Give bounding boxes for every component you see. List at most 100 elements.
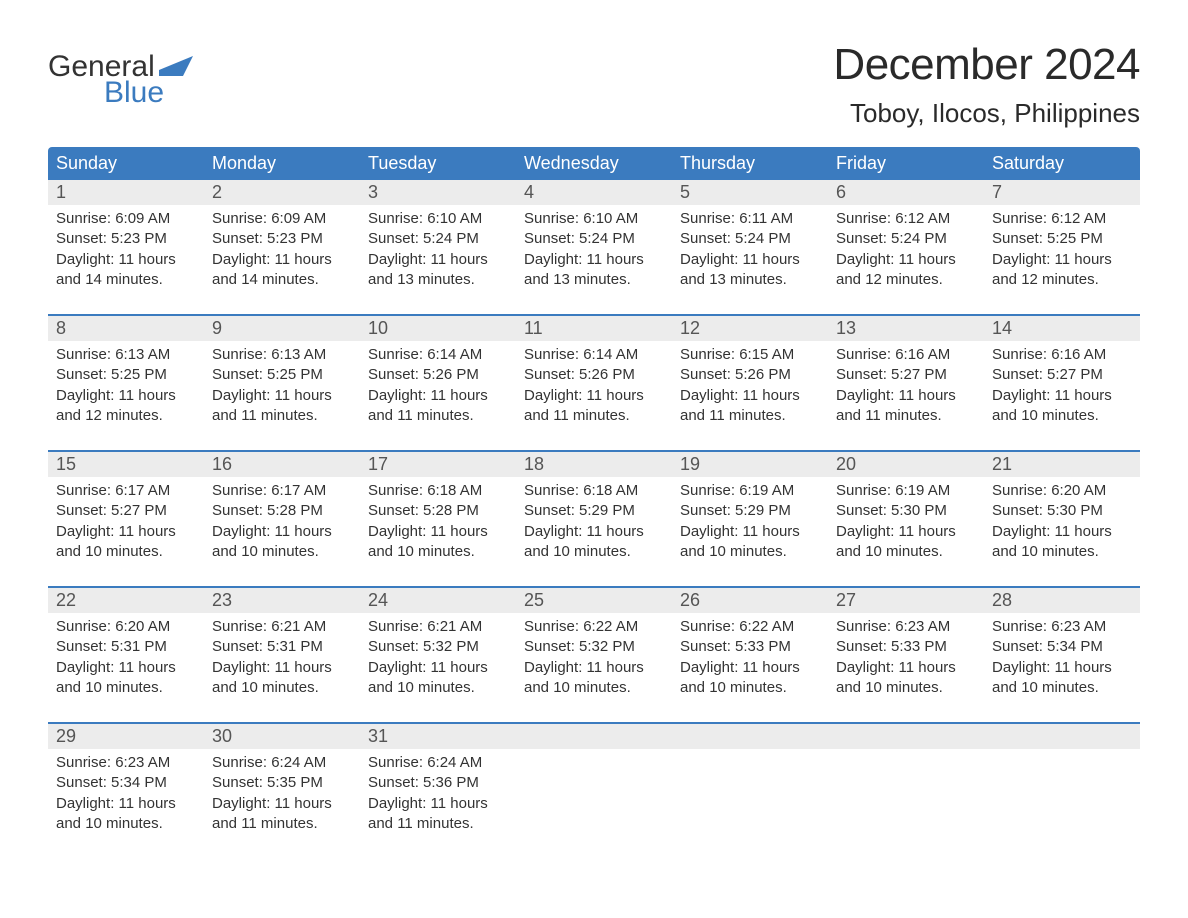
day-detail-line: and 10 minutes.	[212, 678, 352, 698]
day-detail-line: Sunrise: 6:24 AM	[212, 753, 352, 773]
day-details: Sunrise: 6:17 AMSunset: 5:27 PMDaylight:…	[48, 477, 204, 568]
day-detail-line: Sunset: 5:31 PM	[56, 637, 196, 657]
day-number: 27	[828, 588, 984, 613]
day-detail-line: Sunrise: 6:18 AM	[368, 481, 508, 501]
day-details: Sunrise: 6:20 AMSunset: 5:30 PMDaylight:…	[984, 477, 1140, 568]
day-detail-line: Sunrise: 6:16 AM	[992, 345, 1132, 365]
week-row: 1Sunrise: 6:09 AMSunset: 5:23 PMDaylight…	[48, 180, 1140, 296]
day-detail-line: Sunrise: 6:21 AM	[212, 617, 352, 637]
day-detail-line: Sunset: 5:27 PM	[56, 501, 196, 521]
day-details: Sunrise: 6:24 AMSunset: 5:36 PMDaylight:…	[360, 749, 516, 840]
day-detail-line: Sunrise: 6:14 AM	[368, 345, 508, 365]
day-details: Sunrise: 6:16 AMSunset: 5:27 PMDaylight:…	[828, 341, 984, 432]
day-number: .	[672, 724, 828, 749]
day-cell: 14Sunrise: 6:16 AMSunset: 5:27 PMDayligh…	[984, 316, 1140, 432]
day-detail-line: Sunrise: 6:22 AM	[524, 617, 664, 637]
day-detail-line: Sunset: 5:27 PM	[992, 365, 1132, 385]
day-number: 6	[828, 180, 984, 205]
day-details: Sunrise: 6:10 AMSunset: 5:24 PMDaylight:…	[360, 205, 516, 296]
day-detail-line: Sunset: 5:35 PM	[212, 773, 352, 793]
day-cell: 10Sunrise: 6:14 AMSunset: 5:26 PMDayligh…	[360, 316, 516, 432]
day-details: Sunrise: 6:09 AMSunset: 5:23 PMDaylight:…	[204, 205, 360, 296]
day-details: Sunrise: 6:10 AMSunset: 5:24 PMDaylight:…	[516, 205, 672, 296]
day-detail-line: Daylight: 11 hours	[680, 386, 820, 406]
day-cell: 20Sunrise: 6:19 AMSunset: 5:30 PMDayligh…	[828, 452, 984, 568]
day-details: Sunrise: 6:13 AMSunset: 5:25 PMDaylight:…	[204, 341, 360, 432]
day-detail-line: Daylight: 11 hours	[212, 386, 352, 406]
day-cell: 4Sunrise: 6:10 AMSunset: 5:24 PMDaylight…	[516, 180, 672, 296]
day-number: 26	[672, 588, 828, 613]
day-number: 23	[204, 588, 360, 613]
day-number: 17	[360, 452, 516, 477]
day-detail-line: Sunrise: 6:21 AM	[368, 617, 508, 637]
day-number: 19	[672, 452, 828, 477]
day-details: Sunrise: 6:15 AMSunset: 5:26 PMDaylight:…	[672, 341, 828, 432]
day-number: 22	[48, 588, 204, 613]
week-row: 15Sunrise: 6:17 AMSunset: 5:27 PMDayligh…	[48, 450, 1140, 568]
day-detail-line: Sunrise: 6:12 AM	[992, 209, 1132, 229]
day-detail-line: Sunrise: 6:19 AM	[836, 481, 976, 501]
day-detail-line: and 14 minutes.	[56, 270, 196, 290]
weekday-header: Friday	[828, 147, 984, 180]
day-detail-line: Daylight: 11 hours	[836, 658, 976, 678]
day-detail-line: Sunrise: 6:20 AM	[56, 617, 196, 637]
day-detail-line: Sunset: 5:28 PM	[368, 501, 508, 521]
day-detail-line: and 10 minutes.	[212, 542, 352, 562]
day-detail-line: Sunrise: 6:23 AM	[836, 617, 976, 637]
day-number: 29	[48, 724, 204, 749]
day-cell: 11Sunrise: 6:14 AMSunset: 5:26 PMDayligh…	[516, 316, 672, 432]
day-detail-line: and 10 minutes.	[524, 542, 664, 562]
day-detail-line: and 10 minutes.	[368, 542, 508, 562]
day-cell: 3Sunrise: 6:10 AMSunset: 5:24 PMDaylight…	[360, 180, 516, 296]
weekday-header: Sunday	[48, 147, 204, 180]
day-detail-line: Daylight: 11 hours	[368, 386, 508, 406]
day-detail-line: Daylight: 11 hours	[524, 250, 664, 270]
day-details: Sunrise: 6:12 AMSunset: 5:25 PMDaylight:…	[984, 205, 1140, 296]
day-detail-line: Sunset: 5:25 PM	[992, 229, 1132, 249]
day-detail-line: and 10 minutes.	[56, 678, 196, 698]
brand-logo: General Blue	[48, 52, 193, 108]
day-detail-line: and 10 minutes.	[680, 542, 820, 562]
day-detail-line: Sunset: 5:36 PM	[368, 773, 508, 793]
day-details: Sunrise: 6:14 AMSunset: 5:26 PMDaylight:…	[360, 341, 516, 432]
day-cell: 18Sunrise: 6:18 AMSunset: 5:29 PMDayligh…	[516, 452, 672, 568]
day-number: 18	[516, 452, 672, 477]
day-number: .	[516, 724, 672, 749]
day-number: 10	[360, 316, 516, 341]
day-detail-line: Daylight: 11 hours	[368, 522, 508, 542]
day-detail-line: Daylight: 11 hours	[836, 386, 976, 406]
day-number: 5	[672, 180, 828, 205]
day-detail-line: Sunrise: 6:13 AM	[56, 345, 196, 365]
day-detail-line: and 10 minutes.	[680, 678, 820, 698]
day-cell: 28Sunrise: 6:23 AMSunset: 5:34 PMDayligh…	[984, 588, 1140, 704]
day-detail-line: Sunrise: 6:09 AM	[56, 209, 196, 229]
day-detail-line: Sunrise: 6:09 AM	[212, 209, 352, 229]
title-block: December 2024 Toboy, Ilocos, Philippines	[833, 40, 1140, 129]
day-detail-line: Sunrise: 6:17 AM	[212, 481, 352, 501]
day-cell: 27Sunrise: 6:23 AMSunset: 5:33 PMDayligh…	[828, 588, 984, 704]
day-detail-line: and 11 minutes.	[212, 406, 352, 426]
weekday-header-row: Sunday Monday Tuesday Wednesday Thursday…	[48, 147, 1140, 180]
day-detail-line: and 12 minutes.	[836, 270, 976, 290]
day-detail-line: Daylight: 11 hours	[212, 522, 352, 542]
day-detail-line: Sunset: 5:23 PM	[56, 229, 196, 249]
day-cell: 15Sunrise: 6:17 AMSunset: 5:27 PMDayligh…	[48, 452, 204, 568]
day-detail-line: Sunset: 5:33 PM	[680, 637, 820, 657]
day-detail-line: Daylight: 11 hours	[56, 386, 196, 406]
day-detail-line: Daylight: 11 hours	[56, 794, 196, 814]
day-details: Sunrise: 6:19 AMSunset: 5:30 PMDaylight:…	[828, 477, 984, 568]
week-row: 22 Sunrise: 6:20 AMSunset: 5:31 PM Dayligh…	[48, 586, 1140, 704]
day-detail-line: Sunset: 5:24 PM	[680, 229, 820, 249]
day-number: 8	[48, 316, 204, 341]
day-detail-line: Sunrise: 6:11 AM	[680, 209, 820, 229]
day-cell: 2Sunrise: 6:09 AMSunset: 5:23 PMDaylight…	[204, 180, 360, 296]
weekday-header: Monday	[204, 147, 360, 180]
day-cell: .	[516, 724, 672, 840]
day-cell: 30Sunrise: 6:24 AMSunset: 5:35 PMDayligh…	[204, 724, 360, 840]
day-detail-line: Sunrise: 6:10 AM	[524, 209, 664, 229]
day-detail-line: Sunset: 5:34 PM	[992, 637, 1132, 657]
day-number: 13	[828, 316, 984, 341]
day-number: 3	[360, 180, 516, 205]
day-cell: 8Sunrise: 6:13 AMSunset: 5:25 PMDaylight…	[48, 316, 204, 432]
day-cell: 9Sunrise: 6:13 AMSunset: 5:25 PMDaylight…	[204, 316, 360, 432]
